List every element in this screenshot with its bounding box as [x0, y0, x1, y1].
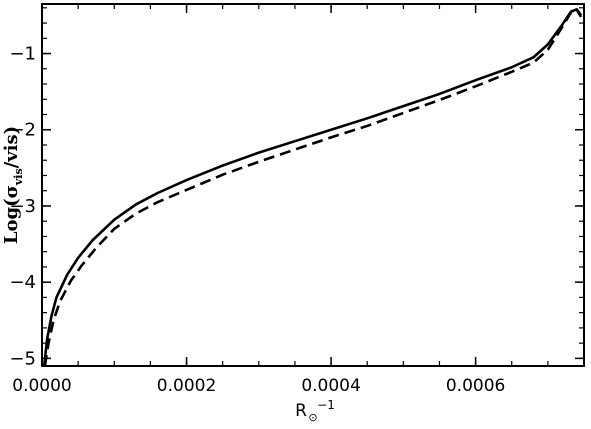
y-tick-label: −3	[9, 196, 36, 217]
x-tick-label: 0.0002	[157, 376, 216, 396]
x-tick-label: 0.0004	[301, 376, 360, 396]
x-tick-label: 0.0000	[12, 376, 71, 396]
y-tick-label: −1	[9, 44, 36, 65]
series-line-dashed	[43, 8, 583, 367]
y-tick-label: −4	[9, 272, 36, 293]
plot-frame	[41, 3, 585, 367]
x-axis-label-base: R	[295, 401, 307, 421]
x-tick-label: 0.0006	[446, 376, 505, 396]
y-tick-label: −2	[9, 120, 36, 141]
y-axis-label: Log(σvis/vis)	[1, 126, 25, 244]
x-axis-label-exponent: −1	[317, 398, 335, 412]
x-axis-label: R ⊙ −1	[295, 398, 335, 424]
y-tick-label: −5	[9, 348, 36, 369]
x-axis-label-sun-symbol: ⊙	[308, 411, 317, 424]
y-axis-label-text: Log(σvis/vis)	[1, 126, 25, 244]
y-axis-ticks: −5 −4 −3 −2 −1	[9, 7, 584, 369]
series-line-solid	[42, 8, 583, 367]
series-layer	[42, 8, 583, 367]
x-axis-ticks: 0.0000 0.0002 0.0004 0.0006	[12, 4, 549, 396]
